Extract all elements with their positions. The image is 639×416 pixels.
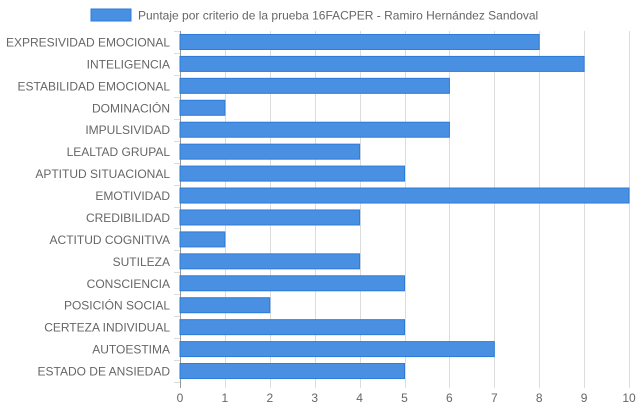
bar[interactable] [179, 55, 585, 72]
bar[interactable] [179, 187, 630, 204]
bar[interactable] [179, 253, 361, 270]
bar[interactable] [179, 143, 361, 160]
x-tick-label: 8 [536, 391, 543, 405]
bar[interactable] [179, 319, 405, 336]
category-label: IMPULSIVIDAD [85, 123, 170, 137]
category-label: CERTEZA INDIVIDUAL [44, 321, 170, 335]
bar[interactable] [179, 33, 540, 50]
category-label: AUTOESTIMA [92, 343, 170, 357]
category-label: CREDIBILIDAD [86, 211, 170, 225]
bars [179, 33, 630, 380]
bar[interactable] [179, 121, 450, 138]
x-tick-label: 3 [311, 391, 318, 405]
x-tick-label: 6 [446, 391, 453, 405]
x-axis-tick-labels: 0 1 2 3 4 5 6 7 8 9 10 [177, 391, 636, 405]
category-label: POSICIÓN SOCIAL [64, 298, 170, 313]
category-label: APTITUD SITUACIONAL [35, 167, 170, 181]
category-label: INTELIGENCIA [87, 57, 170, 71]
bar[interactable] [179, 363, 405, 380]
bar[interactable] [179, 77, 450, 94]
category-label: CONSCIENCIA [87, 277, 170, 291]
category-label: EMOTIVIDAD [95, 189, 170, 203]
category-label: LEALTAD GRUPAL [67, 145, 171, 159]
x-tick-label: 4 [356, 391, 363, 405]
x-tick-label: 2 [266, 391, 273, 405]
category-label: SUTILEZA [113, 255, 170, 269]
category-label: ESTABILIDAD EMOCIONAL [18, 79, 171, 93]
x-tick-label: 1 [222, 391, 229, 405]
bar[interactable] [179, 165, 405, 182]
category-label: DOMINACIÓN [92, 100, 170, 115]
x-tick-label: 10 [622, 391, 636, 405]
category-label: EXPRESIVIDAD EMOCIONAL [6, 35, 170, 49]
bar[interactable] [179, 99, 226, 116]
legend[interactable]: Puntaje por criterio de la prueba 16FACP… [90, 8, 538, 23]
category-labels: EXPRESIVIDAD EMOCIONAL INTELIGENCIA ESTABI… [6, 35, 170, 378]
category-label: ACTITUD COGNITIVA [50, 233, 170, 247]
bar[interactable] [179, 209, 361, 226]
category-label: ESTADO DE ANSIEDAD [38, 365, 171, 379]
bar[interactable] [179, 275, 405, 292]
bar[interactable] [179, 231, 226, 248]
legend-swatch [90, 8, 132, 22]
x-tick-label: 0 [177, 391, 184, 405]
x-tick-label: 9 [581, 391, 588, 405]
bar[interactable] [179, 341, 495, 358]
bar[interactable] [179, 297, 271, 314]
x-tick-label: 7 [491, 391, 498, 405]
x-tick-label: 5 [401, 391, 408, 405]
legend-label: Puntaje por criterio de la prueba 16FACP… [138, 9, 538, 23]
